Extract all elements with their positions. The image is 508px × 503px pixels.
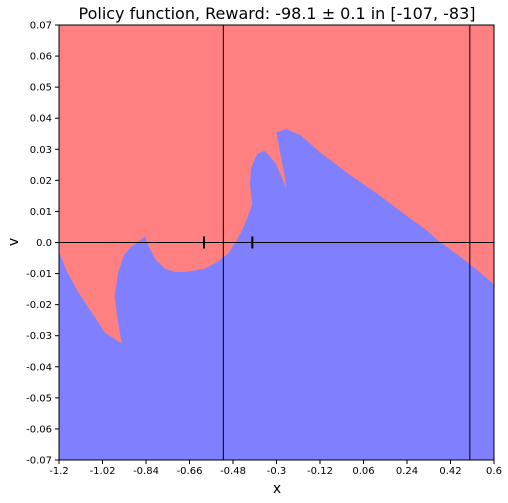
y-tick-label: -0.07	[26, 456, 52, 467]
x-tick-label: 0.06	[352, 466, 374, 477]
x-tick-label: 0.6	[486, 466, 502, 477]
y-tick-label: 0.01	[30, 207, 52, 218]
y-tick-label: 0.0	[36, 238, 52, 249]
y-tick-label: -0.02	[26, 300, 52, 311]
x-tick-label: -0.48	[220, 466, 246, 477]
x-tick-label: -0.12	[307, 466, 333, 477]
y-tick-label: 0.06	[30, 52, 52, 63]
chart-title: Policy function, Reward: -98.1 ± 0.1 in …	[79, 4, 476, 23]
y-tick-label: 0.05	[30, 83, 52, 94]
y-tick-label: -0.04	[26, 362, 52, 373]
y-axis: 0.07 0.06 0.05 0.04 0.03 0.02 0.01 0.0 -0.01 -0.0…	[26, 21, 59, 467]
x-axis: -1.2 -1.02 -0.84 -0.66 -0.48 -0.3 -0.12 0.06 0.2…	[49, 460, 502, 477]
x-axis-label: x	[273, 481, 281, 497]
region-blue	[59, 129, 494, 460]
y-axis-label: v	[6, 238, 22, 246]
x-tick-label: -0.84	[133, 466, 159, 477]
y-tick-label: 0.07	[30, 21, 52, 32]
y-tick-label: 0.03	[30, 145, 52, 156]
y-tick-label: 0.04	[30, 114, 52, 125]
y-tick-label: -0.05	[26, 393, 52, 404]
y-tick-label: -0.01	[26, 269, 52, 280]
x-tick-label: 0.42	[439, 466, 461, 477]
x-tick-label: -1.02	[90, 466, 116, 477]
x-tick-label: -0.3	[267, 466, 287, 477]
x-tick-label: -1.2	[49, 466, 69, 477]
x-tick-label: -0.66	[177, 466, 203, 477]
y-tick-label: -0.06	[26, 424, 52, 435]
plot-area	[58, 24, 495, 461]
x-tick-label: 0.24	[396, 466, 418, 477]
y-tick-label: -0.03	[26, 331, 52, 342]
y-tick-label: 0.02	[30, 176, 52, 187]
